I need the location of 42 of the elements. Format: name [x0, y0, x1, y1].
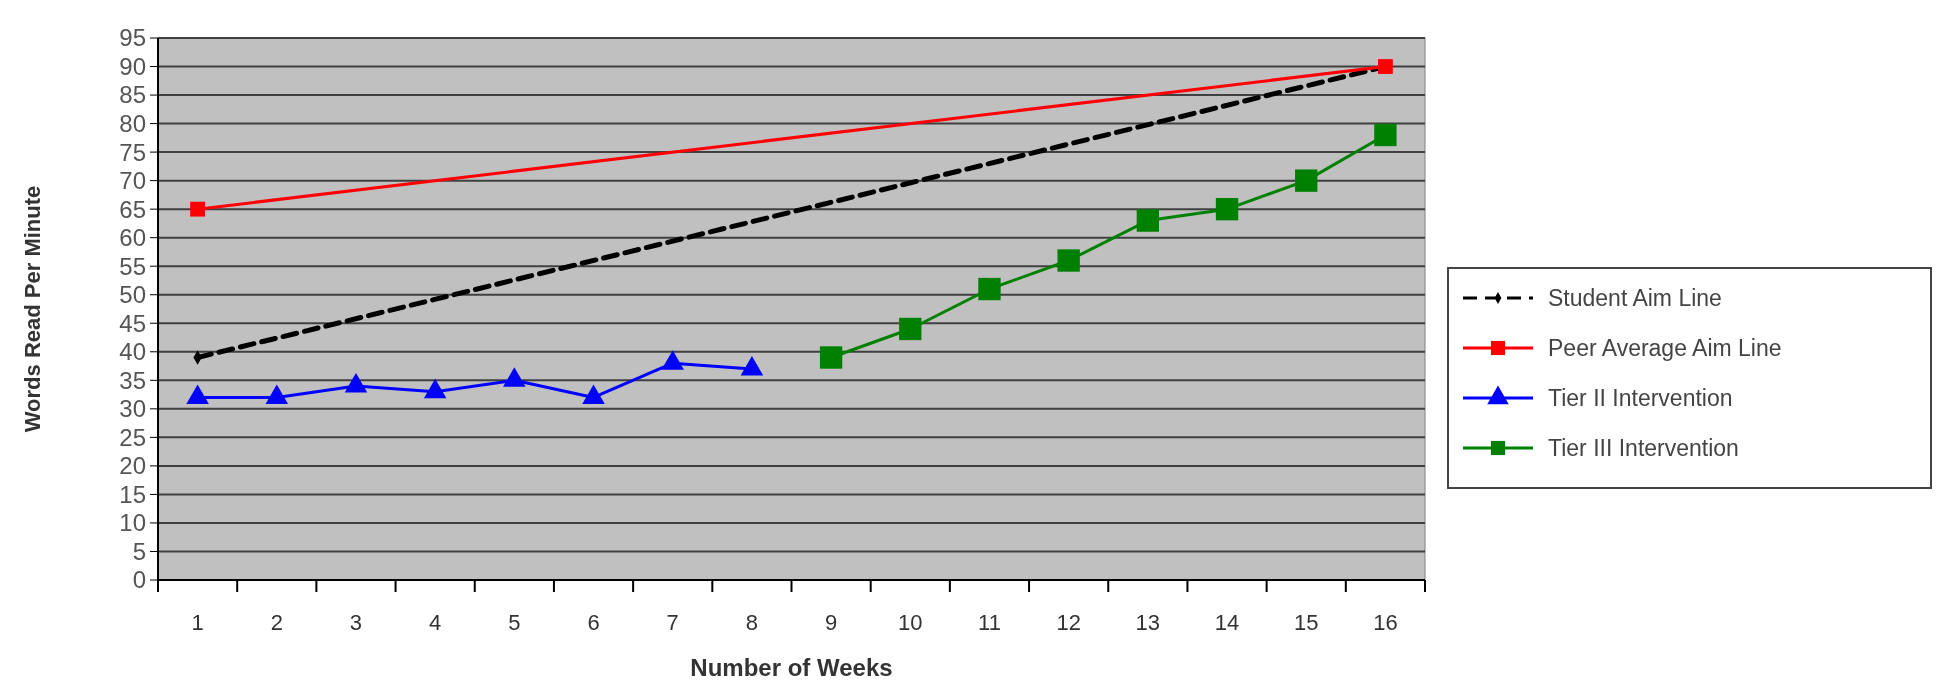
y-tick-label: 60 — [119, 224, 146, 252]
y-tick-label: 85 — [119, 81, 146, 109]
y-tick-label: 50 — [119, 281, 146, 309]
x-axis-title: Number of Weeks — [690, 654, 893, 681]
y-tick-label: 35 — [119, 366, 146, 394]
x-tick-label: 6 — [587, 610, 600, 635]
x-tick-label: 2 — [270, 610, 283, 635]
legend-label: Tier III Intervention — [1548, 435, 1739, 462]
x-tick-label: 9 — [824, 610, 838, 635]
y-tick-label: 80 — [119, 109, 146, 137]
x-tick-label: 11 — [978, 610, 1001, 635]
y-tick-label: 65 — [119, 195, 146, 223]
y-tick-label: 15 — [119, 480, 146, 508]
x-tick-label: 4 — [429, 610, 442, 635]
x-tick-label: 12 — [1056, 610, 1081, 635]
y-tick-label: 90 — [119, 52, 146, 80]
x-tick-label: 15 — [1293, 610, 1319, 635]
y-tick-label: 75 — [119, 138, 146, 166]
legend-label: Student Aim Line — [1548, 285, 1722, 312]
x-tick-label: 5 — [508, 610, 521, 635]
x-tick-label: 3 — [349, 610, 363, 635]
y-axis-title: Words Read Per Minute — [20, 185, 45, 433]
x-tick-label: 7 — [666, 610, 679, 635]
y-tick-label: 0 — [132, 566, 146, 594]
y-tick-label: 45 — [119, 309, 146, 337]
x-tick-label: 1 — [191, 610, 204, 635]
x-tick-label: 16 — [1373, 610, 1398, 635]
y-tick-label: 20 — [119, 452, 146, 480]
y-tick-label: 30 — [119, 395, 146, 423]
y-tick-label: 10 — [119, 509, 146, 537]
y-tick-label: 40 — [119, 338, 146, 366]
x-tick-label: 8 — [745, 610, 759, 635]
y-tick-label: 95 — [119, 24, 146, 52]
y-tick-label: 70 — [119, 167, 146, 195]
legend-label: Peer Average Aim Line — [1548, 335, 1782, 362]
x-tick-label: 13 — [1135, 610, 1161, 635]
x-tick-label: 10 — [898, 610, 923, 635]
legend-label: Tier II Intervention — [1548, 385, 1733, 412]
y-tick-label: 25 — [119, 423, 146, 451]
x-tick-label: 14 — [1214, 610, 1240, 635]
y-tick-label: 55 — [119, 252, 146, 280]
y-tick-label: 5 — [132, 537, 146, 565]
